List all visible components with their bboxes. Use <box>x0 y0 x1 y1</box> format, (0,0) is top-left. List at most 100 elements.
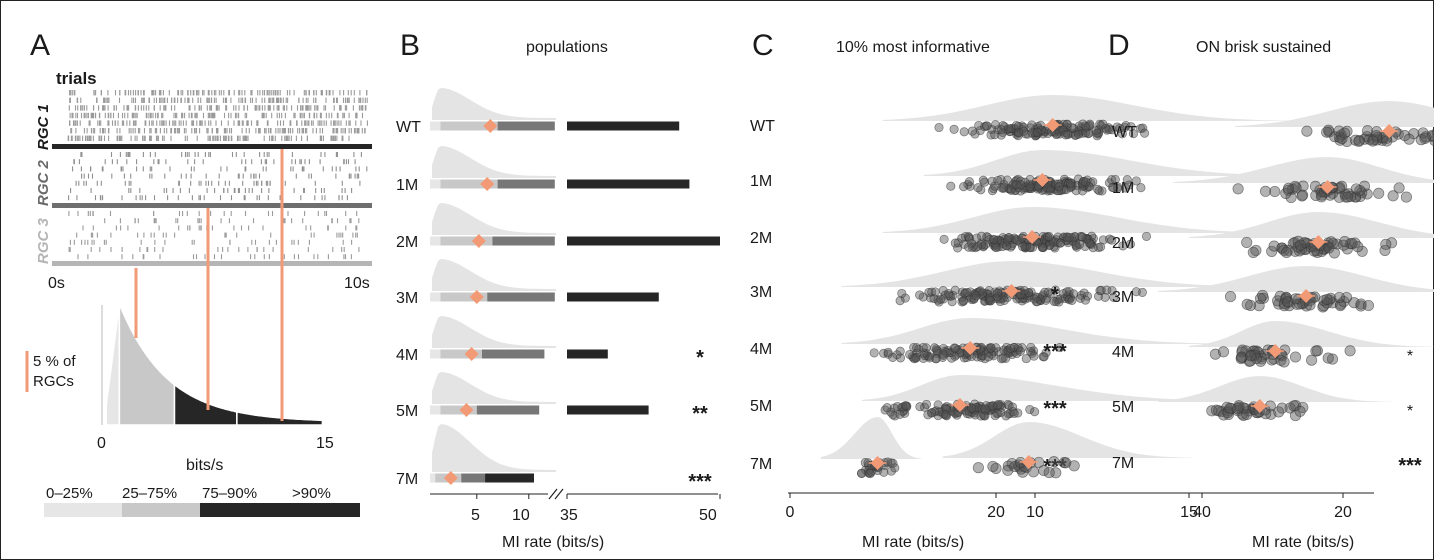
density-5M <box>432 372 556 404</box>
group-label-1M: 1M <box>396 177 418 194</box>
significance-4M: * <box>1407 348 1413 365</box>
data-point <box>1066 182 1076 192</box>
data-point <box>1004 124 1014 134</box>
significance-5M: *** <box>1043 398 1067 420</box>
data-point <box>976 411 986 421</box>
data-point <box>1018 242 1028 252</box>
tick-label-15: 15 <box>1180 504 1198 521</box>
data-point <box>1105 234 1115 244</box>
significance-3M: * <box>1051 284 1059 306</box>
data-point <box>1380 238 1392 250</box>
data-point <box>1247 246 1259 258</box>
group-label-WT: WT <box>750 118 775 135</box>
mi-distribution <box>105 303 324 426</box>
significance-5M: * <box>1407 403 1413 420</box>
cell-bar-rgc1 <box>52 144 372 149</box>
data-point <box>1112 122 1122 132</box>
data-point <box>1054 182 1064 192</box>
data-point <box>1044 232 1054 242</box>
data-point <box>1322 352 1334 364</box>
data-point <box>1280 187 1292 199</box>
panel-b-tick-35: 35 <box>560 507 578 524</box>
data-point <box>1321 293 1333 305</box>
panel-label-a: A <box>30 29 50 62</box>
data-point <box>1009 408 1019 418</box>
data-point <box>950 238 960 248</box>
data-point <box>1333 125 1345 137</box>
time-end-label: 10s <box>344 275 370 292</box>
data-point <box>1107 286 1117 296</box>
data-point <box>1002 464 1014 476</box>
data-point <box>1326 353 1339 365</box>
density-4M <box>841 318 1242 344</box>
data-point <box>993 400 1003 410</box>
data-point <box>1321 126 1333 138</box>
bar-q1-WT <box>430 121 441 131</box>
data-point <box>1029 294 1039 304</box>
panel-label-b: B <box>400 29 420 62</box>
data-point <box>1080 128 1091 138</box>
data-point <box>1118 241 1128 251</box>
data-point <box>1029 351 1039 361</box>
data-point <box>1067 295 1077 305</box>
data-point <box>1269 185 1281 198</box>
data-point <box>1125 239 1135 249</box>
data-point <box>1019 286 1029 296</box>
density-2M <box>1189 212 1434 238</box>
data-point <box>1081 177 1091 187</box>
data-point <box>1032 238 1043 248</box>
data-point <box>972 462 984 474</box>
significance-7M: *** <box>688 471 712 493</box>
bar-q3-WT <box>497 121 555 131</box>
data-point <box>924 287 934 297</box>
data-point <box>946 181 956 191</box>
data-point <box>1027 466 1040 478</box>
data-point <box>1275 354 1287 366</box>
bar-q2-5M <box>440 405 477 415</box>
group-label-3M: 3M <box>750 284 772 301</box>
data-point <box>1098 119 1108 129</box>
data-point <box>986 343 996 353</box>
data-point <box>1124 180 1134 190</box>
data-point <box>1136 183 1146 193</box>
data-point <box>1342 191 1354 203</box>
data-point <box>1250 352 1262 364</box>
median-marker-2M <box>471 234 486 248</box>
data-point <box>1006 123 1016 134</box>
data-point <box>1050 285 1060 295</box>
data-point <box>1361 125 1374 137</box>
bar-q4-1M <box>567 179 690 189</box>
bar-q2-1M <box>440 179 498 189</box>
data-point <box>1054 179 1064 189</box>
data-point <box>1297 189 1309 201</box>
data-point <box>1115 123 1125 133</box>
axis-break-mark-1 <box>548 488 558 500</box>
data-point <box>1141 231 1152 241</box>
data-point <box>1344 345 1356 357</box>
data-point <box>1253 300 1265 312</box>
data-point <box>1026 342 1036 352</box>
data-point <box>1268 240 1280 252</box>
data-point <box>1362 299 1375 312</box>
data-point <box>977 404 987 414</box>
density-1M <box>923 150 1314 176</box>
data-point <box>1092 128 1102 138</box>
data-point <box>1232 183 1244 195</box>
median-marker-3M <box>1299 289 1314 303</box>
data-point <box>1333 191 1345 203</box>
median-marker-3M <box>1004 284 1019 298</box>
data-point <box>1241 298 1253 310</box>
bar-q4-7M <box>485 473 534 483</box>
data-point <box>882 403 892 413</box>
data-point <box>1245 350 1257 362</box>
median-marker-2M <box>1025 230 1040 244</box>
data-point <box>978 175 988 185</box>
data-point <box>1420 131 1432 143</box>
data-point <box>910 354 920 364</box>
data-point <box>1032 127 1042 137</box>
data-point <box>1333 291 1345 303</box>
data-point <box>1046 185 1056 196</box>
data-point <box>1060 457 1072 469</box>
